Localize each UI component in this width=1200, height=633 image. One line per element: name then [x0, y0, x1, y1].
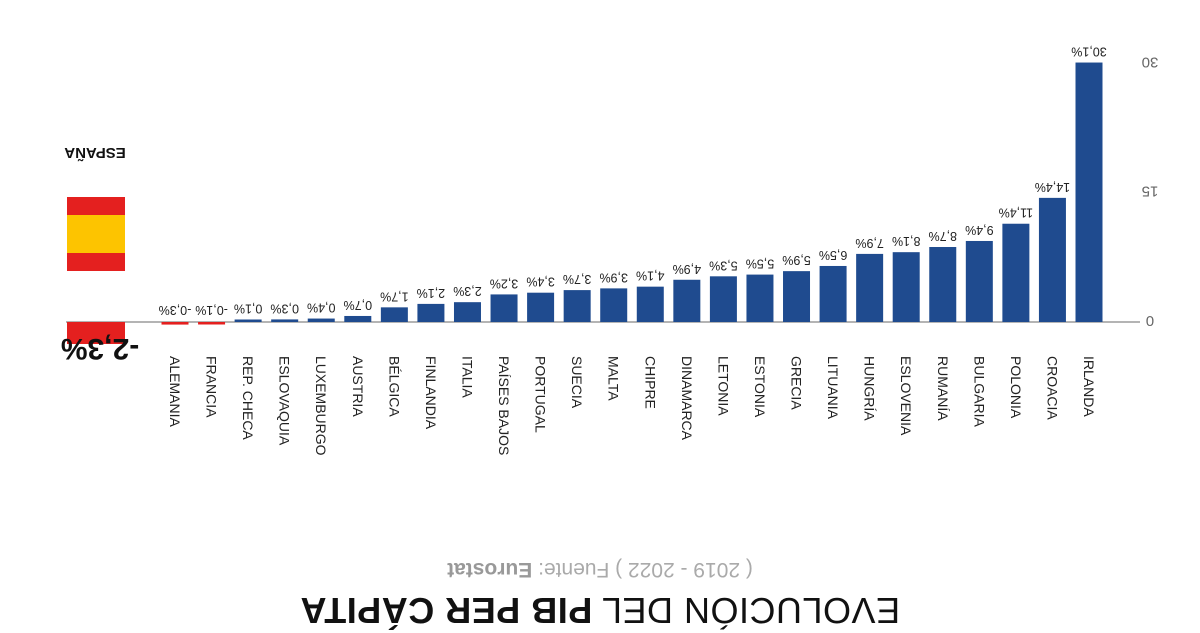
bar-value-label: 2,3%	[453, 284, 482, 298]
bar-value-label: 30,1%	[1071, 45, 1106, 59]
spain-name: ESPAÑA	[64, 144, 126, 161]
bar	[380, 307, 408, 322]
bar-value-label: 7,9%	[855, 236, 884, 250]
bar-value-label: 5,5%	[746, 257, 775, 271]
bar	[819, 265, 847, 322]
bar	[417, 303, 445, 322]
spain-flag-stripe-bottom	[67, 197, 125, 215]
bar-value-label: 0,3%	[270, 301, 299, 315]
spain-value: -2,3%	[60, 332, 140, 365]
bar	[673, 279, 701, 322]
category-label: DINAMARCA	[679, 356, 695, 441]
category-label: LETONIA	[715, 356, 731, 416]
bar	[490, 294, 518, 322]
bar	[271, 319, 299, 322]
bar-value-label: 4,9%	[673, 262, 702, 276]
bar	[307, 318, 335, 322]
bar	[161, 322, 189, 325]
bar	[1038, 197, 1066, 322]
bar-value-label: 8,1%	[892, 234, 921, 248]
bar-value-label: 3,4%	[526, 275, 555, 289]
bar	[198, 322, 226, 325]
bar-value-label: 3,9%	[599, 270, 628, 284]
bar-value-label: 8,7%	[929, 229, 958, 243]
category-label: ESTONIA	[752, 356, 768, 418]
bar	[527, 292, 555, 322]
bar	[965, 240, 993, 322]
category-label: AUSTRIA	[350, 356, 366, 417]
bar-value-label: 9,4%	[965, 223, 994, 237]
bar-value-label: -0,1%	[195, 303, 228, 317]
bar-value-label: 11,4%	[999, 206, 1034, 220]
bar-value-label: 14,4%	[1035, 180, 1070, 194]
category-label: ALEMANIA	[167, 356, 183, 427]
category-label: BÉLGICA	[386, 356, 402, 417]
category-label: PAÍSES BAJOS	[496, 356, 512, 455]
bar-value-label: 0,4%	[307, 301, 336, 315]
category-label: ESLOVAQUIA	[277, 356, 293, 446]
category-label: HUNGRÍA	[862, 356, 878, 421]
bar	[746, 274, 774, 322]
bar-value-label: 6,5%	[819, 248, 848, 262]
bar-value-label: 5,3%	[709, 258, 738, 272]
category-label: REP. CHECA	[240, 356, 256, 440]
bar-value-label: 0,7%	[344, 298, 373, 312]
bar	[1075, 62, 1103, 322]
y-tick-label: 0	[1146, 312, 1154, 329]
category-label: LUXEMBURGO	[313, 356, 329, 456]
bar	[600, 288, 628, 322]
bar	[344, 315, 372, 322]
bar	[563, 290, 591, 322]
category-label: MALTA	[606, 356, 622, 401]
bar-value-label: 3,7%	[563, 272, 592, 286]
bar-value-label: 1,7%	[380, 289, 409, 303]
category-label: PORTUGAL	[533, 356, 549, 433]
category-label: SUECIA	[569, 356, 585, 409]
bar	[929, 247, 957, 322]
category-label: POLONIA	[1008, 356, 1024, 419]
bar-value-label: 3,2%	[490, 276, 519, 290]
category-label: RUMANÍA	[935, 356, 951, 421]
bar	[709, 276, 737, 322]
bar-value-label: -0,3%	[159, 303, 192, 317]
bar-value-label: 0,1%	[234, 302, 263, 316]
category-label: LITUANIA	[825, 356, 841, 420]
category-label: CHIPRE	[642, 356, 658, 409]
category-label: BULGARIA	[971, 356, 987, 427]
bar	[1002, 223, 1030, 322]
bar	[636, 286, 664, 322]
category-label: GRECIA	[789, 356, 805, 410]
category-label: FRANCIA	[204, 356, 220, 418]
spain-flag-stripe-top	[67, 253, 125, 271]
bar-value-label: 4,1%	[636, 269, 665, 283]
bar	[453, 302, 481, 322]
spain-flag-stripe-middle	[67, 215, 125, 253]
category-label: ITALIA	[459, 356, 475, 398]
y-tick-label: 30	[1142, 53, 1159, 70]
bar	[783, 271, 811, 322]
y-tick-label: 15	[1142, 183, 1159, 200]
bar-value-label: 5,9%	[782, 253, 811, 267]
bar	[234, 319, 262, 322]
bar	[892, 252, 920, 322]
spain-bar	[67, 322, 125, 344]
category-label: FINLANDIA	[423, 356, 439, 430]
category-label: CROACIA	[1044, 356, 1060, 420]
bar	[856, 253, 884, 322]
bar-value-label: 2,1%	[417, 286, 446, 300]
category-label: IRLANDA	[1081, 356, 1097, 417]
category-label: ESLOVENIA	[898, 356, 914, 436]
